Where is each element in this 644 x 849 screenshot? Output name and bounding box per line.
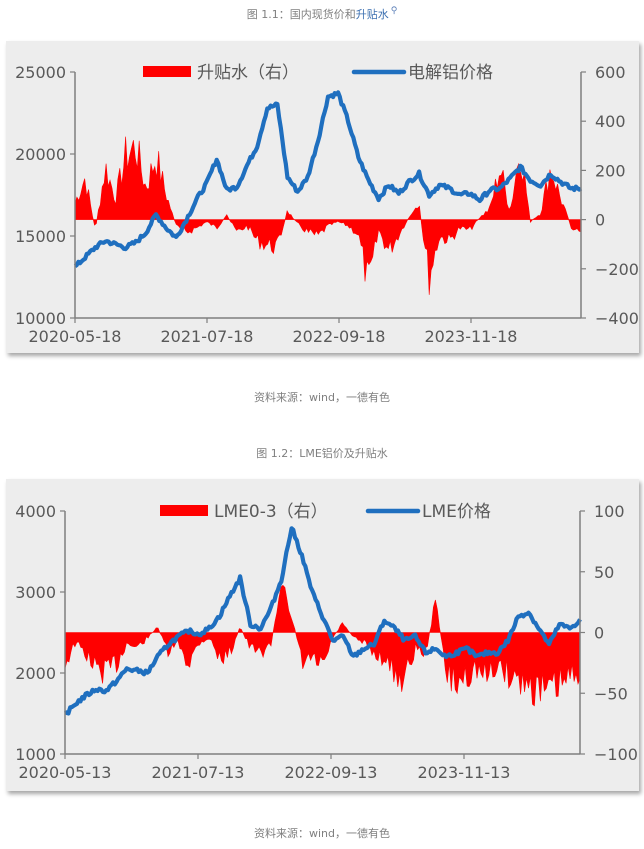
line-series (73, 90, 583, 268)
figure1-caption: 图 1.1：国内现货价和升贴水 ⚲ (0, 6, 644, 22)
y-left-tick-label: 25000 (15, 63, 66, 82)
bar-series (74, 136, 582, 295)
axes: 1000 2000 3000 4000 −100 −50 0 50 100 2020-05-13 2… (15, 502, 638, 782)
y-left-tick-label: 15000 (15, 227, 66, 246)
legend-swatch-bar (143, 66, 191, 77)
x-tick-label: 2021-07-13 (152, 763, 245, 782)
legend: LME0-3（右） LME价格 (160, 502, 491, 522)
x-tick-label: 2023-11-13 (418, 763, 511, 782)
legend-label-bar: LME0-3（右） (214, 502, 328, 522)
x-tick-label: 2021-07-18 (161, 327, 254, 346)
legend: 升贴水（右） 电解铝价格 (143, 63, 493, 83)
legend-label-bar: 升贴水（右） (197, 63, 299, 83)
x-tick-label: 2022-09-18 (293, 327, 386, 346)
y-right-tick-label: −200 (595, 260, 639, 279)
figure2-source: 资料来源：wind，一德有色 (253, 827, 390, 840)
chart-domestic-price: 10000 15000 20000 25000 −400 −200 0 200 400 600 20… (6, 41, 639, 353)
y-left-tick-label: 1000 (15, 745, 56, 764)
search-icon[interactable]: ⚲ (390, 6, 398, 17)
chart2-svg: 1000 2000 3000 4000 −100 −50 0 50 100 2020-05-13 2… (15, 502, 638, 782)
chart1-svg: 10000 15000 20000 25000 −400 −200 0 200 400 600 20… (15, 63, 639, 346)
x-tick-label: 2020-05-13 (19, 763, 112, 782)
y-left-tick-label: 2000 (15, 664, 56, 683)
figure1-caption-highlight[interactable]: 升贴水 (355, 8, 389, 21)
y-right-tick-label: 400 (595, 112, 626, 131)
y-right-tick-label: 200 (595, 161, 626, 180)
y-left-tick-label: 3000 (15, 583, 56, 602)
x-tick-label: 2022-09-13 (285, 763, 378, 782)
figure1-caption-prefix: 图 1.1：国内现货价和 (246, 8, 356, 21)
figure2-caption: 图 1.2：LME铝价及升贴水 (256, 447, 388, 460)
legend-swatch-bar (160, 505, 208, 516)
y-right-tick-label: −400 (595, 309, 639, 328)
y-right-tick-label: 0 (595, 211, 605, 230)
y-right-tick-label: −50 (594, 684, 628, 703)
y-right-tick-label: 50 (594, 563, 614, 582)
x-tick-label: 2020-05-18 (29, 327, 122, 346)
figure1-source: 资料来源：wind，一德有色 (253, 391, 390, 404)
axes: 10000 15000 20000 25000 −400 −200 0 200 400 600 20… (15, 63, 639, 346)
line-series (63, 526, 582, 716)
legend-label-line: LME价格 (422, 502, 491, 522)
bar-series (64, 584, 581, 707)
y-right-tick-label: 0 (594, 624, 604, 643)
y-left-tick-label: 20000 (15, 145, 66, 164)
legend-label-line: 电解铝价格 (408, 63, 493, 83)
chart-lme-price: 1000 2000 3000 4000 −100 −50 0 50 100 2020-05-13 2… (6, 479, 639, 791)
y-left-tick-label: 4000 (15, 502, 56, 521)
y-right-tick-label: −100 (594, 745, 638, 764)
y-left-tick-label: 10000 (15, 309, 66, 328)
y-right-tick-label: 100 (594, 502, 625, 521)
y-right-tick-label: 600 (595, 63, 626, 82)
x-tick-label: 2023-11-18 (425, 327, 518, 346)
